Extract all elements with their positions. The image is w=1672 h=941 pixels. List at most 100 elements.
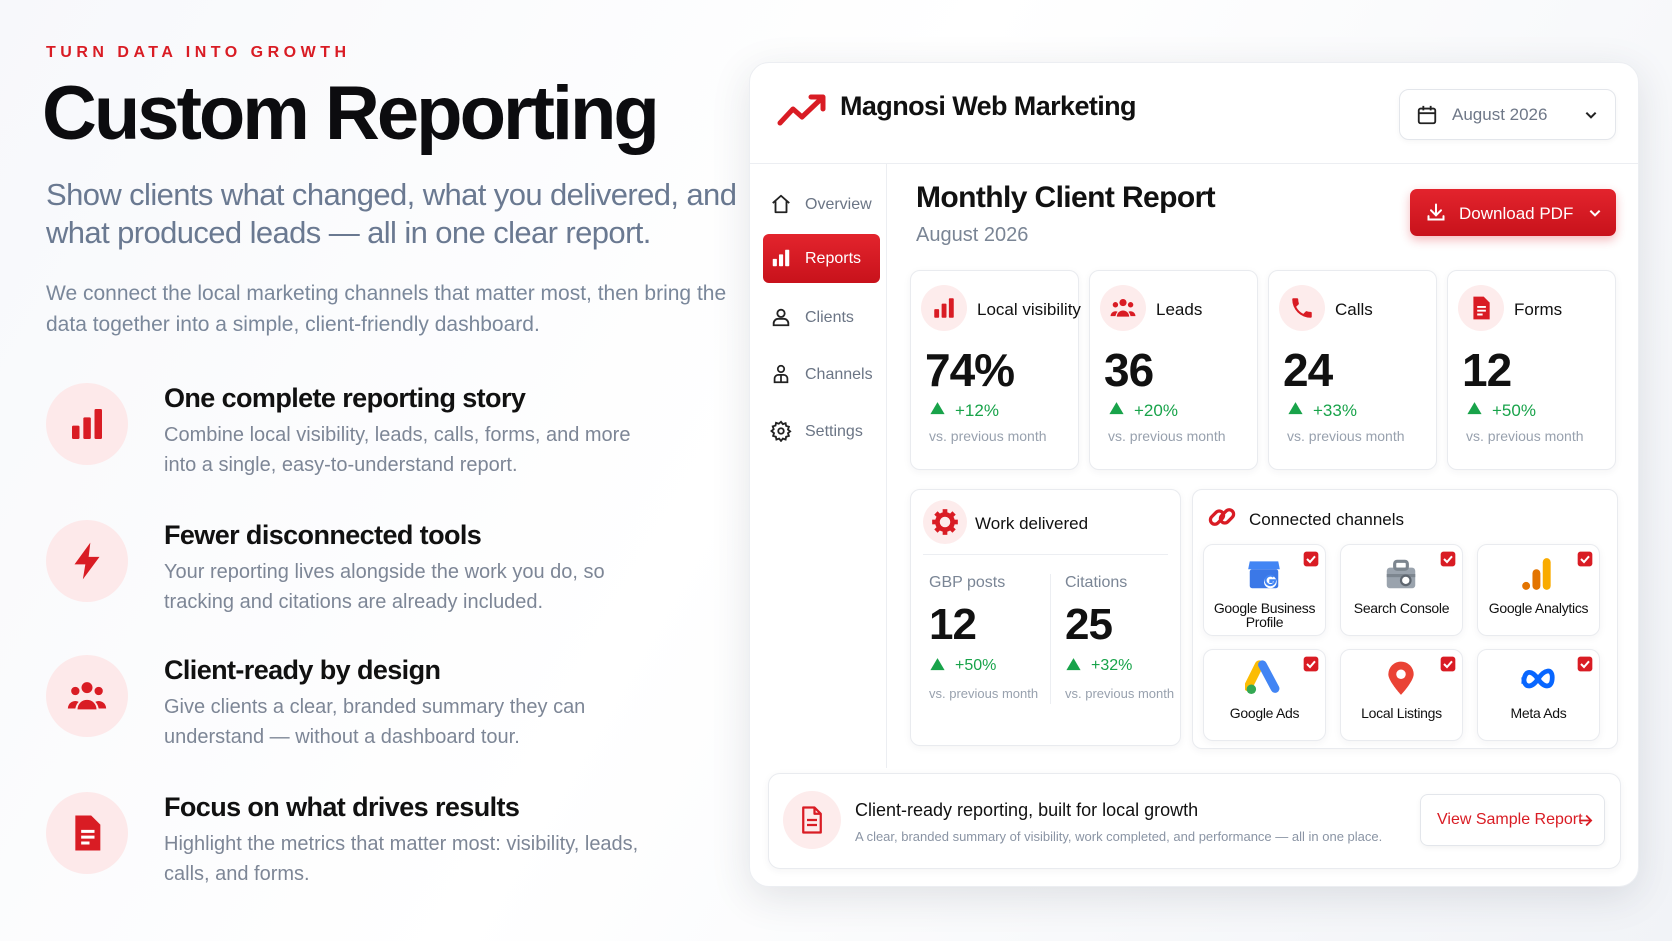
metric-label: Calls — [1335, 300, 1373, 319]
metric-card: Local visibility 74% +12% vs. previous mont… — [910, 270, 1081, 470]
metric-change: +12% — [955, 401, 999, 420]
channel-name: Google Analytics — [1488, 600, 1589, 616]
icon-part — [930, 402, 945, 415]
nav-item[interactable]: Overview — [763, 180, 880, 229]
channel-name: Local Listings — [1361, 705, 1442, 721]
nav-item[interactable]: Reports — [763, 234, 880, 283]
nav-item[interactable]: Settings — [763, 407, 880, 456]
metric-label: Leads — [1156, 300, 1203, 319]
sidebar-divider — [886, 163, 887, 768]
download-button[interactable]: Download PDF — [1410, 189, 1616, 236]
feature-icon — [46, 792, 128, 874]
date-picker-label: August 2026 — [1452, 105, 1548, 124]
metric-comparison: vs. previous month — [1466, 428, 1584, 444]
header-divider — [750, 163, 1638, 164]
icon — [1066, 658, 1081, 671]
hero-subtitle: Show clients what changed, what you deli… — [46, 177, 737, 250]
icon — [1248, 561, 1280, 589]
nav-item[interactable]: Clients — [763, 293, 880, 342]
feature-description: Highlight the metrics that matter most: … — [164, 833, 639, 885]
icon-part — [1396, 669, 1406, 679]
channel-name: Google Ads — [1229, 705, 1300, 721]
icon — [772, 194, 790, 214]
icon — [1243, 660, 1280, 695]
icon-part — [777, 96, 824, 126]
connected-check — [1440, 656, 1456, 672]
icon-part — [77, 699, 97, 710]
calendar-icon — [1417, 105, 1437, 125]
icon-part — [67, 682, 107, 710]
channel-logo — [1519, 555, 1557, 598]
hero-description: We connect the local marketing channels … — [46, 282, 727, 336]
arrow-icon — [1579, 814, 1593, 827]
icon-part — [1417, 107, 1437, 125]
icon-part — [1116, 310, 1130, 317]
icon-part — [75, 815, 101, 851]
channel-tile[interactable]: Google Business Profile — [1203, 544, 1326, 636]
date-picker[interactable]: August 2026 — [1399, 89, 1616, 140]
icon-part — [777, 427, 785, 435]
sample-report-button[interactable]: View Sample Report — [1420, 794, 1605, 846]
feature-icon — [46, 655, 128, 737]
icon-part — [1577, 551, 1593, 567]
icon-part — [1522, 581, 1531, 590]
icon-part — [1467, 402, 1482, 415]
nav-icon — [770, 420, 792, 447]
icon-part — [772, 317, 790, 327]
chevron — [1589, 209, 1601, 217]
connected-channels-card: Connected channels Google Business Profi… — [1192, 489, 1618, 749]
icon — [1577, 551, 1593, 567]
icon — [1386, 559, 1416, 589]
connected-check — [1440, 551, 1456, 567]
icon-part — [1303, 551, 1319, 567]
eyebrow: TURN DATA INTO GROWTH — [46, 44, 351, 61]
channel-logo — [1382, 660, 1420, 703]
metric-card: Forms 12 +50% vs. previous month — [1447, 270, 1616, 470]
icon — [1440, 656, 1456, 672]
icon-part — [1258, 660, 1280, 693]
metric-value: 24 — [1283, 344, 1333, 396]
icon-part — [81, 682, 93, 694]
icon-part — [1532, 569, 1541, 590]
channel-logo — [1519, 660, 1557, 703]
icon-part — [773, 374, 789, 384]
icon-part — [1110, 299, 1136, 317]
icon-part — [74, 542, 100, 580]
work-item-value: 12 — [929, 600, 977, 649]
icon — [1388, 661, 1414, 695]
feature-title: Fewer disconnected tools — [164, 520, 482, 550]
nav-label: Settings — [805, 423, 863, 440]
icon-part — [772, 308, 790, 327]
metric-card: Leads 36 +20% vs. previous month — [1089, 270, 1258, 470]
connected-check — [1303, 551, 1319, 567]
icon-part — [1288, 402, 1303, 415]
icon-part — [935, 512, 955, 532]
channel-tile[interactable]: Search Console — [1340, 544, 1463, 636]
icon-part — [948, 298, 954, 318]
channel-tile[interactable]: Meta Ads — [1477, 649, 1600, 741]
icon-part — [772, 249, 790, 267]
icon — [1522, 558, 1551, 590]
sample-report-label: View Sample Report — [1437, 811, 1583, 828]
document-icon — [802, 806, 822, 834]
icon-part — [81, 829, 95, 845]
channel-tile[interactable]: Google Ads — [1203, 649, 1326, 741]
work-title: Work delivered — [975, 514, 1089, 533]
nav-label: Clients — [805, 309, 854, 326]
trend-up-icon — [1108, 400, 1125, 422]
trend-up-icon — [929, 400, 946, 422]
nav-item[interactable]: Channels — [763, 350, 880, 399]
icon — [72, 409, 102, 439]
icon-part — [1110, 311, 1118, 317]
icon — [770, 420, 792, 443]
work-item-comparison: vs. previous month — [929, 686, 1039, 701]
icon-part — [1243, 660, 1264, 692]
icon-part — [1579, 814, 1593, 827]
icon — [1303, 656, 1319, 672]
icon-part — [1580, 555, 1590, 564]
channel-tile[interactable]: Google Analytics — [1477, 544, 1600, 636]
channel-name: Google Business Profile — [1213, 600, 1316, 630]
icon-part — [1303, 656, 1319, 672]
channel-tile[interactable]: Local Listings — [1340, 649, 1463, 741]
